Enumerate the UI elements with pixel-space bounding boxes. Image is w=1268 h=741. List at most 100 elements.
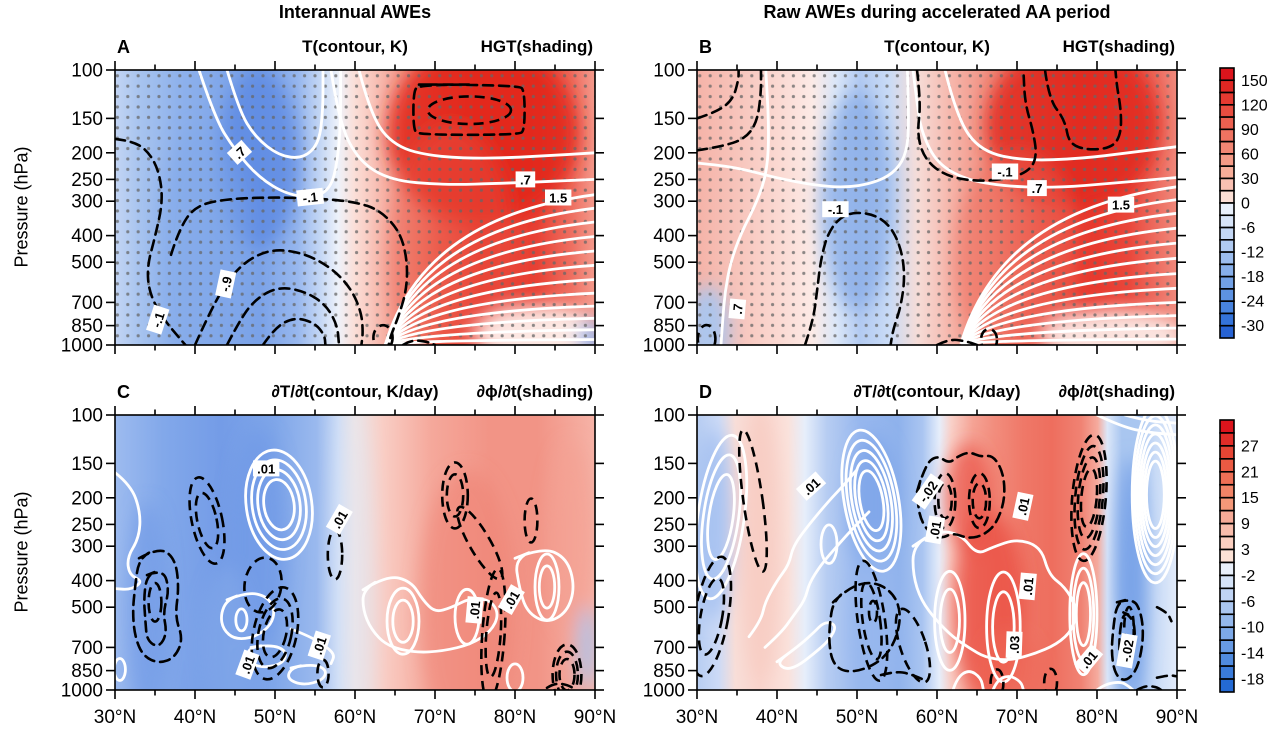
column-title-right: Raw AWEs during accelerated AA period (763, 2, 1111, 22)
panel-B-letter: B (699, 37, 712, 57)
contour-label: -.1 (991, 163, 1019, 180)
x-tick-label: 30°N (94, 707, 136, 728)
column-title-left: Interannual AWEs (278, 2, 432, 22)
colorbar-tick-label: 90 (1241, 122, 1259, 139)
panel-D-shading-title: ∂ϕ/∂t(shading) (1058, 382, 1175, 401)
svg-text:.01: .01 (1020, 577, 1037, 596)
svg-text:-.1: -.1 (997, 165, 1012, 180)
svg-text:.01: .01 (310, 635, 330, 657)
x-tick-label: 50°N (836, 707, 878, 728)
svg-text:.01: .01 (467, 600, 484, 619)
panel-C-shading-title: ∂ϕ/∂t(shading) (476, 382, 593, 401)
x-tick-label: 70°N (414, 707, 456, 728)
contour-label: -.1 (296, 187, 325, 207)
panel-A-axes (106, 61, 604, 354)
x-tick-label: 90°N (1156, 707, 1198, 728)
x-tick-label: 80°N (494, 707, 536, 728)
x-tick-label: 40°N (174, 707, 216, 728)
y-tick-label: 300 (653, 537, 685, 558)
y-tick-label: 250 (71, 515, 103, 536)
colorbar-tick-label: 120 (1241, 97, 1268, 114)
colorbar-tick-label: -10 (1241, 620, 1264, 637)
contour-label: .01 (1012, 491, 1034, 521)
y-tick-label: 500 (71, 253, 103, 274)
contour-label: .7 (226, 139, 253, 165)
svg-text:-.02: -.02 (1118, 638, 1137, 663)
colorbar-tick-label: 9 (1241, 516, 1250, 533)
y-tick-label: 700 (71, 293, 103, 314)
svg-text:.01: .01 (257, 461, 275, 476)
panel-D-contours (697, 415, 1177, 690)
y-tick-label: 150 (71, 109, 103, 130)
colorbar-tendency: 27 21 15 9 3 -2 -6 -10 -14 -18 (1219, 419, 1264, 693)
x-tick-label: 60°N (334, 707, 376, 728)
panel-A-shading-title: HGT(shading) (480, 37, 593, 56)
svg-text:-.1: -.1 (828, 202, 843, 217)
y-tick-label: 500 (653, 598, 685, 619)
contour-label: .7 (1027, 180, 1047, 197)
y-tick-label: 400 (653, 226, 685, 247)
svg-text:.01: .01 (926, 520, 944, 540)
svg-text:1.5: 1.5 (549, 191, 567, 206)
panel-A-letter: A (117, 37, 130, 57)
contour-label: .01 (307, 630, 332, 661)
colorbar-tick-label: -14 (1241, 646, 1264, 663)
svg-text:.03: .03 (1007, 636, 1023, 655)
panel-D: .01 -.02.01.01.01.03.01 -.0210015020025030… (643, 406, 1199, 729)
svg-text:.7: .7 (520, 172, 531, 187)
y-tick-label: 150 (653, 454, 685, 475)
y-tick-label: 250 (71, 170, 103, 191)
y-tick-label: 250 (653, 515, 685, 536)
y-tick-label: 150 (71, 454, 103, 475)
y-tick-label: 400 (71, 226, 103, 247)
x-tick-label: 90°N (574, 707, 616, 728)
colorbar-tick-label: -24 (1241, 294, 1264, 311)
colorbar-tick-label: 30 (1241, 171, 1259, 188)
contour-label: 1.5 (545, 189, 572, 206)
colorbar-tick-label: 27 (1241, 438, 1259, 455)
contour-label: .01 (465, 596, 484, 624)
y-tick-label: 1000 (61, 681, 103, 702)
y-tick-label: 100 (653, 61, 685, 82)
y-tick-label: 500 (653, 253, 685, 274)
x-tick-label: 60°N (916, 707, 958, 728)
y-tick-label: 400 (653, 571, 685, 592)
x-tick-label: 30°N (676, 707, 718, 728)
y-tick-label: 300 (71, 192, 103, 213)
x-tick-label: 80°N (1076, 707, 1118, 728)
panel-D-header: D ∂T/∂t(contour, K/day) ∂ϕ/∂t(shading) (697, 382, 1177, 406)
colorbar-tick-label: 15 (1241, 490, 1259, 507)
y-tick-label: 100 (71, 406, 103, 427)
y-axis-label-top: Pressure (hPa) (11, 146, 32, 268)
panel-A-contour-title: T(contour, K) (302, 37, 408, 56)
y-tick-label: 850 (653, 661, 685, 682)
panel-A-header: A T(contour, K) HGT(shading) (115, 37, 595, 61)
y-tick-label: 850 (71, 316, 103, 337)
y-tick-label: 700 (71, 638, 103, 659)
contour-label: -.02 (1116, 632, 1138, 669)
y-tick-label: 200 (71, 488, 103, 509)
contour-label: -.9 (215, 269, 237, 299)
svg-text:1.5: 1.5 (1112, 198, 1130, 213)
contour-label: .7 (515, 171, 536, 188)
x-tick-label: 40°N (756, 707, 798, 728)
y-tick-label: 400 (71, 571, 103, 592)
panel-D-axes (688, 406, 1186, 699)
panel-C-header: C ∂T/∂t(contour, K/day) ∂ϕ/∂t(shading) (115, 382, 595, 406)
y-tick-label: 200 (653, 143, 685, 164)
colorbar-tick-label: -30 (1241, 318, 1264, 335)
y-tick-label: 300 (71, 537, 103, 558)
colorbar-tick-label: -2 (1241, 568, 1255, 585)
contour-label: .03 (1005, 631, 1023, 659)
contour-label: -.1 (822, 201, 849, 218)
colorbar-tick-label: 3 (1241, 542, 1250, 559)
y-tick-label: 500 (71, 598, 103, 619)
y-tick-label: 1000 (643, 681, 685, 702)
y-tick-label: 200 (71, 143, 103, 164)
panel-B-axes (688, 61, 1186, 354)
